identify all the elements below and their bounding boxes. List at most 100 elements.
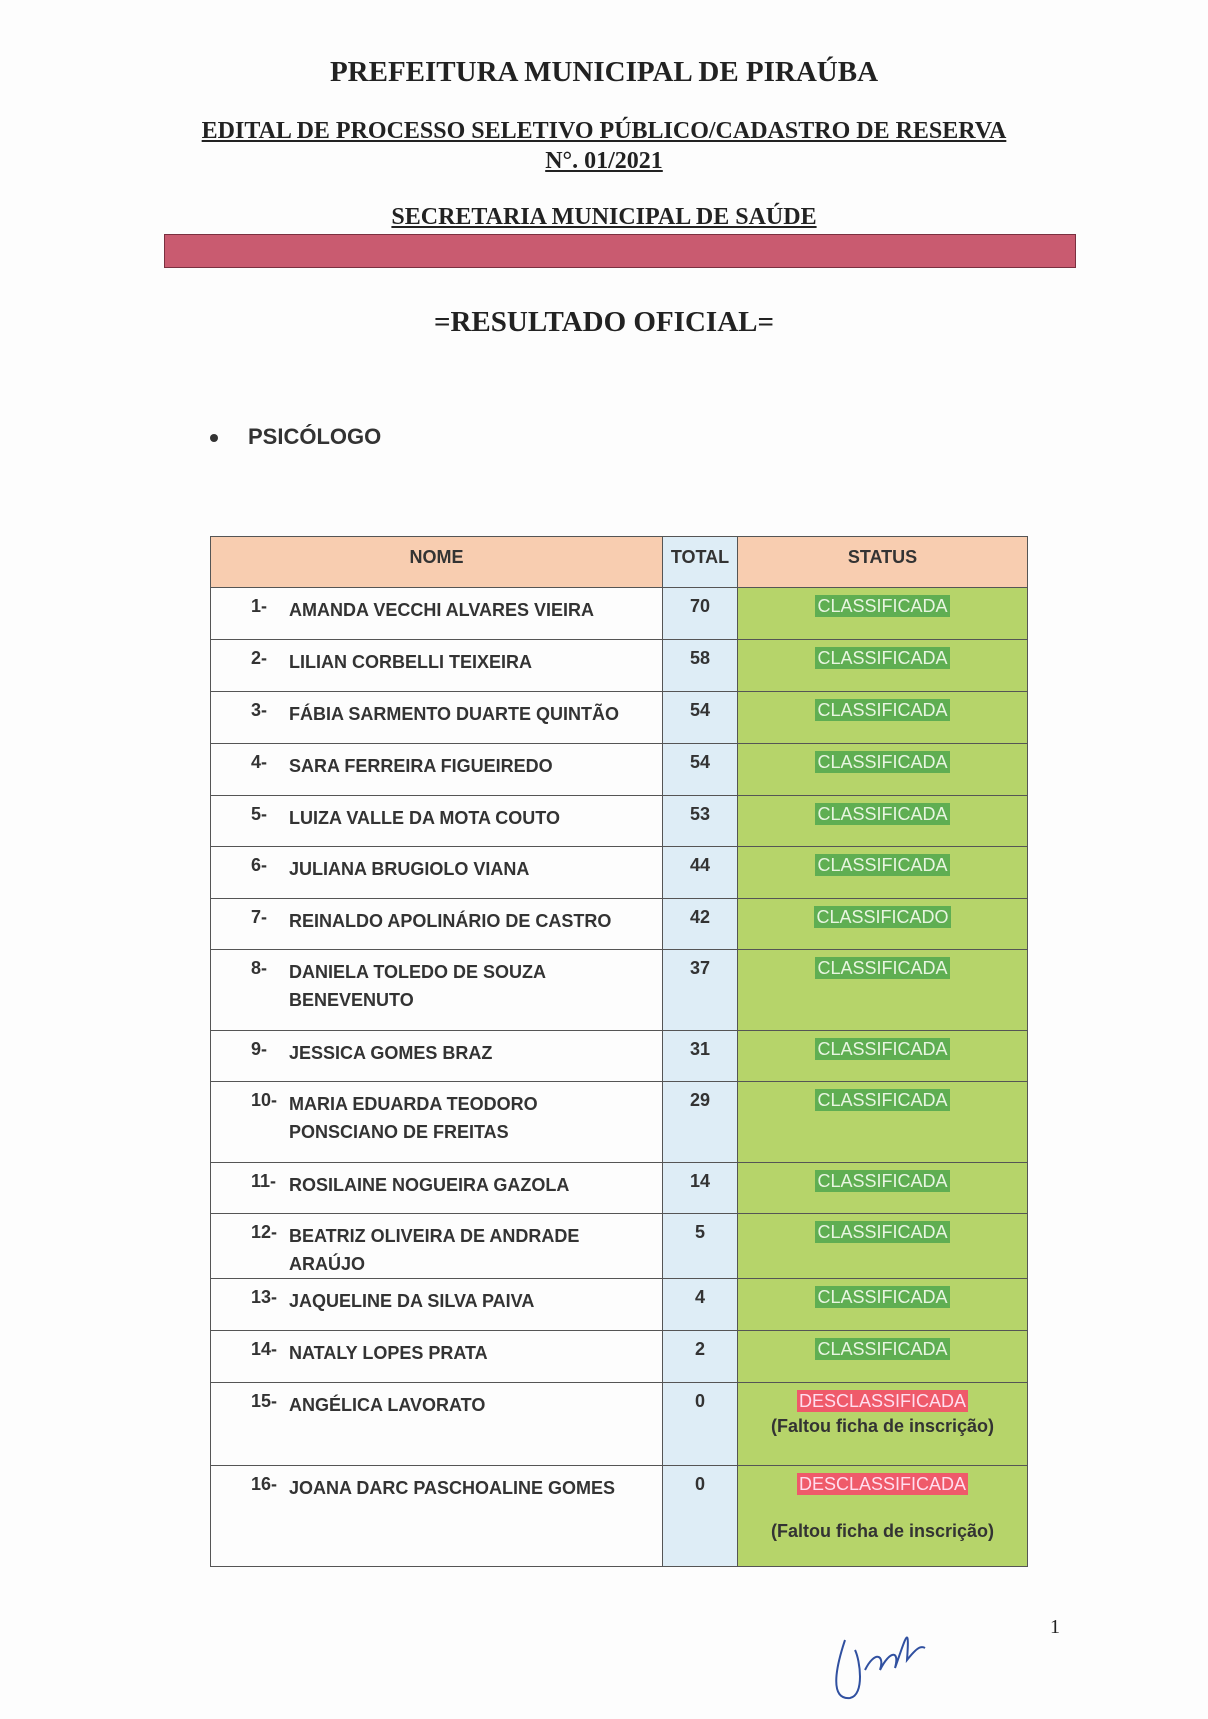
status-badge: CLASSIFICADO — [814, 906, 951, 928]
edital-number: N°. 01/2021 — [545, 148, 663, 174]
name-cell: 2- LILIAN CORBELLI TEIXEIRA — [210, 639, 663, 692]
table-row: 13- JAQUELINE DA SILVA PAIVA 4 CLASSIFICA… — [210, 1278, 1028, 1331]
total-cell: 14 — [662, 1162, 738, 1214]
status-badge: CLASSIFICADA — [815, 647, 950, 669]
status-badge: CLASSIFICADA — [815, 854, 950, 876]
candidate-name: BEATRIZ OLIVEIRA DE ANDRADE ARAÚJO — [289, 1226, 580, 1274]
rank: 16- — [251, 1474, 278, 1494]
rank: 3- — [251, 700, 268, 720]
decorative-bar — [164, 234, 1076, 268]
status-badge: CLASSIFICADA — [815, 957, 950, 979]
status-badge: CLASSIFICADA — [815, 1038, 950, 1060]
bullet-icon — [210, 434, 218, 443]
rank: 10- — [251, 1090, 278, 1110]
rank: 15- — [251, 1391, 278, 1411]
name-cell: 14- NATALY LOPES PRATA — [210, 1330, 663, 1383]
candidate-name: REINALDO APOLINÁRIO DE CASTRO — [289, 911, 612, 931]
edital-title: EDITAL DE PROCESSO SELETIVO PÚBLICO/CADA… — [201, 118, 1007, 144]
total-cell: 0 — [662, 1465, 738, 1567]
rank: 1- — [251, 596, 268, 616]
total-cell: 31 — [662, 1030, 738, 1082]
status-badge: CLASSIFICADA — [815, 803, 950, 825]
status-badge: CLASSIFICADA — [815, 1338, 950, 1360]
section-heading: PSICÓLOGO — [210, 424, 381, 450]
total-cell: 2 — [662, 1330, 738, 1383]
status-cell: CLASSIFICADA — [737, 846, 1028, 899]
table-row: 3- FÁBIA SARMENTO DUARTE QUINTÃO 54 CLASS… — [210, 691, 1028, 744]
candidate-name: ANGÉLICA LAVORATO — [289, 1395, 486, 1415]
status-note: (Faltou ficha de inscrição) — [770, 1521, 995, 1541]
status-badge: DESCLASSIFICADA — [796, 1390, 969, 1412]
candidate-name: ROSILAINE NOGUEIRA GAZOLA — [289, 1175, 570, 1195]
table-row: 6- JULIANA BRUGIOLO VIANA 44 CLASSIFICADA — [210, 846, 1028, 899]
status-badge: CLASSIFICADA — [815, 595, 950, 617]
status-cell: CLASSIFICADA — [737, 1330, 1028, 1383]
rank: 13- — [251, 1287, 278, 1307]
rank: 14- — [251, 1339, 278, 1359]
status-cell: CLASSIFICADA — [737, 639, 1028, 692]
status-note: (Faltou ficha de inscrição) — [770, 1416, 995, 1436]
status-cell: CLASSIFICADA — [737, 1213, 1028, 1279]
table-row: 10- MARIA EDUARDA TEODORO PONSCIANO DE FR… — [210, 1081, 1028, 1163]
name-cell: 11- ROSILAINE NOGUEIRA GAZOLA — [210, 1162, 663, 1214]
page-number: 1 — [1050, 1616, 1060, 1638]
status-cell: CLASSIFICADA — [737, 1081, 1028, 1163]
candidate-name: LUIZA VALLE DA MOTA COUTO — [289, 808, 560, 828]
total-cell: 5 — [662, 1213, 738, 1279]
name-cell: 15- ANGÉLICA LAVORATO — [210, 1382, 663, 1466]
candidate-name: JOANA DARC PASCHOALINE GOMES — [289, 1478, 616, 1498]
rank: 9- — [251, 1039, 268, 1059]
rank: 7- — [251, 907, 268, 927]
name-cell: 1- AMANDA VECCHI ALVARES VIEIRA — [210, 587, 663, 640]
candidate-name: FÁBIA SARMENTO DUARTE QUINTÃO — [289, 704, 619, 724]
candidate-name: SARA FERREIRA FIGUEIREDO — [289, 756, 553, 776]
status-cell: CLASSIFICADA — [737, 743, 1028, 796]
candidate-name: NATALY LOPES PRATA — [289, 1343, 488, 1363]
status-cell: CLASSIFICADA — [737, 587, 1028, 640]
name-cell: 9- JESSICA GOMES BRAZ — [210, 1030, 663, 1082]
table-row: 7- REINALDO APOLINÁRIO DE CASTRO 42 CLASS… — [210, 898, 1028, 950]
status-badge: CLASSIFICADA — [815, 1286, 950, 1308]
header-total: TOTAL — [662, 536, 738, 588]
name-cell: 7- REINALDO APOLINÁRIO DE CASTRO — [210, 898, 663, 950]
table-row: 11- ROSILAINE NOGUEIRA GAZOLA 14 CLASSIFI… — [210, 1162, 1028, 1214]
status-badge: CLASSIFICADA — [815, 1089, 950, 1111]
results-table: NOME TOTAL STATUS 1- AMANDA VECCHI ALVARE… — [210, 536, 1028, 1567]
name-cell: 12- BEATRIZ OLIVEIRA DE ANDRADE ARAÚJO — [210, 1213, 663, 1279]
total-cell: 4 — [662, 1278, 738, 1331]
total-cell: 37 — [662, 949, 738, 1031]
candidate-name: JESSICA GOMES BRAZ — [289, 1043, 493, 1063]
candidate-name: JULIANA BRUGIOLO VIANA — [289, 859, 530, 879]
status-badge: CLASSIFICADA — [815, 751, 950, 773]
status-cell: CLASSIFICADA — [737, 795, 1028, 847]
candidate-name: MARIA EDUARDA TEODORO PONSCIANO DE FREIT… — [289, 1094, 538, 1142]
name-cell: 6- JULIANA BRUGIOLO VIANA — [210, 846, 663, 899]
total-cell: 58 — [662, 639, 738, 692]
result-title: =RESULTADO OFICIAL= — [433, 306, 775, 338]
status-cell: CLASSIFICADA — [737, 1162, 1028, 1214]
header-status: STATUS — [737, 536, 1028, 588]
rank: 5- — [251, 804, 268, 824]
candidate-name: AMANDA VECCHI ALVARES VIEIRA — [289, 600, 595, 620]
rank: 8- — [251, 958, 268, 978]
candidate-name: JAQUELINE DA SILVA PAIVA — [289, 1291, 535, 1311]
name-cell: 8- DANIELA TOLEDO DE SOUZA BENEVENUTO — [210, 949, 663, 1031]
rank: 11- — [251, 1171, 277, 1191]
table-row: 16- JOANA DARC PASCHOALINE GOMES 0 DESCLA… — [210, 1465, 1028, 1567]
table-row: 5- LUIZA VALLE DA MOTA COUTO 53 CLASSIFIC… — [210, 795, 1028, 847]
total-cell: 44 — [662, 846, 738, 899]
header-nome: NOME — [210, 536, 663, 588]
table-row: 15- ANGÉLICA LAVORATO 0 DESCLASSIFICADA (F… — [210, 1382, 1028, 1466]
status-badge: CLASSIFICADA — [815, 1170, 950, 1192]
total-cell: 54 — [662, 743, 738, 796]
name-cell: 16- JOANA DARC PASCHOALINE GOMES — [210, 1465, 663, 1567]
table-row: 1- AMANDA VECCHI ALVARES VIEIRA 70 CLASSI… — [210, 587, 1028, 640]
status-cell: CLASSIFICADA — [737, 1278, 1028, 1331]
total-cell: 0 — [662, 1382, 738, 1466]
table-row: 8- DANIELA TOLEDO DE SOUZA BENEVENUTO 37 … — [210, 949, 1028, 1031]
name-cell: 4- SARA FERREIRA FIGUEIREDO — [210, 743, 663, 796]
signature — [835, 1636, 926, 1700]
status-badge: CLASSIFICADA — [815, 699, 950, 721]
status-badge: CLASSIFICADA — [815, 1221, 950, 1243]
